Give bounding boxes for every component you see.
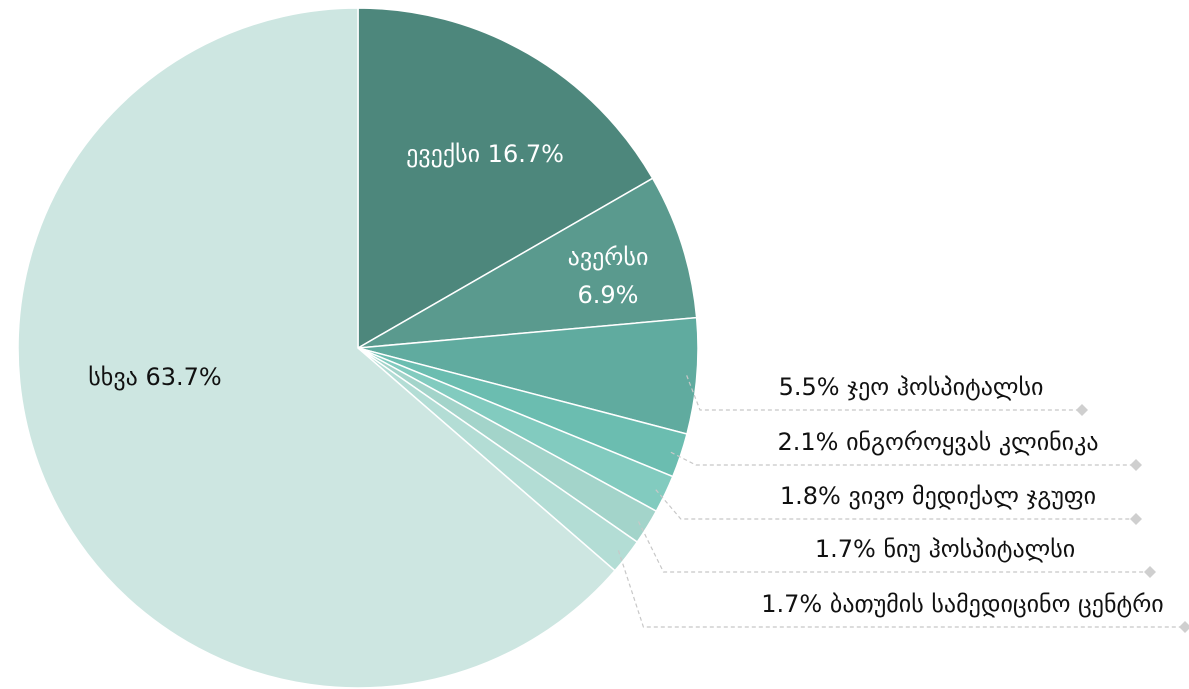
leader-line	[655, 489, 1136, 520]
slice-label: ევექსი 16.7%	[406, 140, 564, 168]
value-label: 5.5%	[779, 373, 840, 401]
slice-label: 1.8% ვივო მედიქალ ჯგუფი	[780, 482, 1096, 510]
slice-label: 2.1% ინგოროყვას კლინიკა	[777, 428, 1098, 456]
slice-label: 1.7% ბათუმის სამედიცინო ცენტრი	[761, 590, 1163, 618]
value-label: 16.7%	[488, 140, 564, 168]
leader-line	[637, 521, 1150, 573]
leader-marker	[1179, 621, 1189, 633]
leader-line	[670, 451, 1136, 466]
leader-line	[617, 550, 1185, 628]
category-label: ვივო მედიქალ ჯგუფი	[849, 482, 1097, 510]
leader-marker	[1144, 566, 1156, 578]
leader-line	[686, 375, 1082, 411]
leader-marker	[1130, 459, 1142, 471]
category-label: ევექსი	[406, 140, 480, 168]
category-label: სხვა	[88, 363, 138, 391]
leader-marker	[1130, 513, 1142, 525]
category-label: ნიუ ჰოსპიტალსი	[883, 535, 1075, 563]
pie-slice	[357, 177, 698, 349]
value-label: 63.7%	[145, 363, 221, 391]
pie-slice	[357, 7, 654, 350]
category-label: ინგოროყვას კლინიკა	[846, 428, 1098, 456]
value-label: 6.9%	[578, 281, 639, 309]
slice-label: 5.5% ჯეო ჰოსპიტალსი	[779, 373, 1044, 401]
leader-marker	[1076, 404, 1088, 416]
category-label: ავერსი	[568, 243, 649, 271]
slice-label: სხვა 63.7%	[88, 363, 221, 391]
category-label: ბათუმის სამედიცინო ცენტრი	[830, 590, 1164, 618]
slice-label: 6.9%	[578, 281, 639, 309]
value-label: 2.1%	[777, 428, 838, 456]
value-label: 1.7%	[761, 590, 822, 618]
slice-label: ავერსი	[568, 243, 649, 271]
pie-slice	[17, 7, 617, 689]
slice-label: 1.7% ნიუ ჰოსპიტალსი	[815, 535, 1075, 563]
value-label: 1.8%	[780, 482, 841, 510]
category-label: ჯეო ჰოსპიტალსი	[847, 373, 1043, 401]
value-label: 1.7%	[815, 535, 876, 563]
